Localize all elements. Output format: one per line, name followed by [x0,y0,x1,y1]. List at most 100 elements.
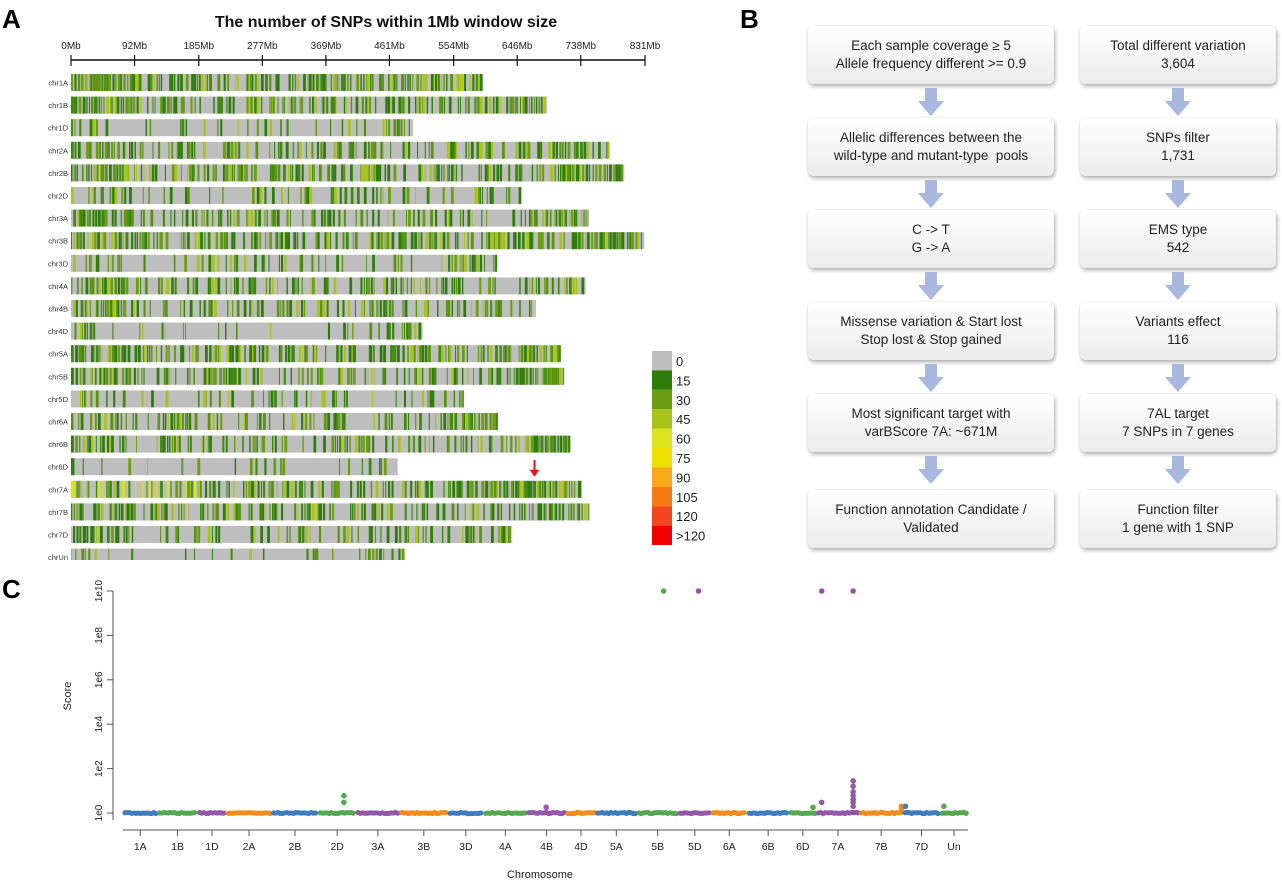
snp-window-stripes [71,458,387,476]
data-point [632,810,638,817]
chromosome-point-band [225,810,273,817]
snp-window-stripes [71,548,405,560]
data-point [902,803,909,810]
x-tick-label: 7B [875,841,888,853]
data-point [695,588,702,594]
flowchart-step-text: Each sample coverage ≥ 5 [851,38,1011,53]
chromosome-point-band [447,809,484,817]
flowchart-step-text: Variants effect [1135,314,1221,329]
y-tick-label: 1e8 [94,627,105,644]
chromosome-point-band [746,809,790,817]
x-tick-label: 5A [610,841,623,853]
snp-window-stripes [73,526,511,543]
chromosome-label: chrUn [48,553,68,560]
data-point [941,803,947,810]
chromosome-label: chr7B [48,508,68,517]
flowchart-step-text: SNPs filter [1146,130,1210,145]
flowchart-step-text: Missense variation & Start lost [840,314,1022,329]
snp-window-stripes [73,300,532,317]
chromosome-label: chr1D [48,124,69,133]
data-point [561,809,567,816]
down-arrow-icon [918,88,944,116]
snp-window-stripes [71,367,565,385]
flowchart-step-left: Allelic differences between the wild-type… [808,118,1054,176]
x-axis-label: Chromosome [507,869,573,881]
snp-window-stripes [71,141,610,159]
x-tick-label: 3A [371,841,384,853]
flowchart-step-text: 3,604 [1161,56,1195,71]
heatmap-tick-label: 0Mb [61,41,81,52]
data-point [741,809,747,816]
flowchart-step-text: C -> T [912,222,950,237]
heatmap-tick-label: 646Mb [502,41,533,52]
x-tick-label: Un [947,841,961,853]
chromosome-bar [71,435,569,453]
snp-window-stripes [71,74,483,91]
chromosome-point-band [317,809,356,817]
chromosome-label: chr5B [48,372,68,381]
x-tick-label: 1B [171,841,184,853]
chromosome-label: chr6B [48,440,68,449]
y-tick-label: 1e4 [94,715,105,732]
flowchart-step-text: Function filter [1137,502,1219,517]
chromosome-label: chr4A [48,282,68,291]
down-arrow-icon [1165,272,1191,300]
legend-label: 60 [676,432,690,447]
heatmap-tick-label: 831Mb [630,41,661,52]
data-point [850,783,856,790]
y-tick-label: 1e0 [94,804,105,821]
legend-swatch [652,448,672,468]
snp-window-stripes [71,232,642,250]
chromosome-label: chr6D [48,463,69,472]
heatmap-tick-label: 277Mb [247,41,278,52]
flowchart-step-text: 7AL target [1147,406,1209,421]
flowchart-step-left: Each sample coverage ≥ 5 Allele frequency… [808,26,1054,84]
chromosome-point-band [677,810,712,817]
panel-label-c: C [2,574,21,604]
flowchart-step-right: SNPs filter 1,731 [1080,118,1276,176]
flowchart-step-text: Total different variation [1110,38,1246,53]
chromosome-point-band [939,809,969,817]
heatmap-tick-label: 185Mb [183,41,214,52]
chromosome-label: chr7A [48,485,68,494]
chromosome-point-band [399,809,449,817]
snp-window-stripes [71,480,582,498]
data-point [660,588,667,594]
x-tick-label: 6D [796,841,810,853]
flowchart-step-text: Allele frequency different >= 0.9 [835,56,1027,71]
data-point [850,778,856,784]
legend-swatch [652,506,672,526]
chromosome-point-band [636,809,679,817]
legend-swatch [652,525,672,545]
legend-label: 90 [676,470,690,485]
chromosome-point-band [526,809,567,817]
chromosome-point-band [355,809,401,817]
chromosome-point-band [595,809,638,817]
data-point [522,810,528,816]
down-arrow-icon [918,180,944,208]
legend-label: 75 [676,451,690,466]
panel-label-b: B [740,4,759,34]
x-tick-label: 2A [243,841,256,853]
chromosome-bar [71,300,536,317]
y-tick-label: 1e2 [94,760,105,777]
snp-window-stripes [71,187,522,204]
data-point [784,810,790,816]
chromosome-point-band [788,810,818,817]
flowchart-step-left: C -> T G -> A [808,210,1054,268]
flowchart-step-right: Function filter 1 gene with 1 SNP [1080,490,1276,548]
heatmap-tick-label: 461Mb [374,41,405,52]
down-arrow-icon [1165,88,1191,116]
chromosome-point-band [122,809,159,817]
chromosome-bar [71,390,462,408]
data-point [341,799,347,806]
x-tick-label: 1A [134,841,147,853]
data-point [350,810,356,816]
data-point [850,803,856,810]
data-point [850,796,856,803]
chromosome-bar [71,548,404,560]
data-point [810,804,816,811]
legend-label: 15 [676,373,690,388]
x-tick-label: 1D [205,841,219,853]
chromosome-label: chr6A [48,418,68,427]
